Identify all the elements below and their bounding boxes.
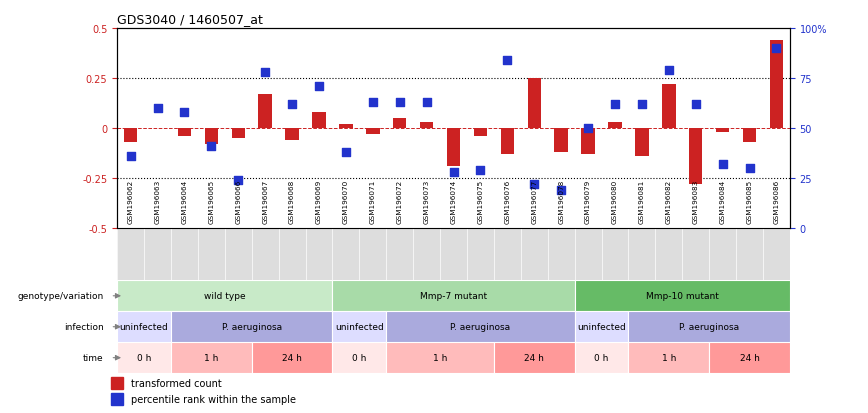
Point xyxy=(178,109,192,116)
Bar xyxy=(386,311,575,342)
Point xyxy=(339,149,352,156)
Bar xyxy=(716,128,729,133)
Bar xyxy=(205,128,218,145)
Bar xyxy=(662,85,675,128)
Text: Mmp-10 mutant: Mmp-10 mutant xyxy=(646,292,719,301)
Bar xyxy=(501,128,514,154)
Bar xyxy=(608,123,621,128)
Point xyxy=(393,100,407,106)
Point xyxy=(582,125,595,132)
Bar xyxy=(286,128,299,140)
Point xyxy=(635,102,648,108)
Point xyxy=(689,102,703,108)
Bar xyxy=(124,128,137,142)
Bar xyxy=(420,123,433,128)
Bar xyxy=(474,128,487,137)
Text: time: time xyxy=(83,354,104,362)
Point xyxy=(770,45,784,52)
Bar xyxy=(117,281,332,311)
Point xyxy=(528,181,542,188)
Point xyxy=(447,169,461,176)
Bar xyxy=(689,128,702,185)
Text: 1 h: 1 h xyxy=(204,354,219,362)
Bar xyxy=(171,311,332,342)
Bar xyxy=(332,311,386,342)
Bar xyxy=(178,128,191,137)
Bar xyxy=(770,41,783,128)
Bar xyxy=(635,128,648,157)
Bar xyxy=(628,311,790,342)
Point xyxy=(259,69,273,76)
Point xyxy=(285,102,299,108)
Text: transformed count: transformed count xyxy=(131,378,221,388)
Bar xyxy=(447,128,460,166)
Text: genotype/variation: genotype/variation xyxy=(17,292,104,301)
Bar xyxy=(575,342,628,373)
Text: 24 h: 24 h xyxy=(740,354,760,362)
Point xyxy=(231,177,246,184)
Bar xyxy=(259,95,272,128)
Bar xyxy=(743,128,756,142)
Text: 0 h: 0 h xyxy=(352,354,366,362)
Bar xyxy=(393,119,406,128)
Bar xyxy=(232,128,245,139)
Bar xyxy=(494,342,575,373)
Text: percentile rank within the sample: percentile rank within the sample xyxy=(131,394,296,404)
Bar xyxy=(117,342,171,373)
Text: 24 h: 24 h xyxy=(282,354,302,362)
Text: uninfected: uninfected xyxy=(335,323,384,331)
Text: 0 h: 0 h xyxy=(595,354,608,362)
Point xyxy=(366,100,380,106)
Text: 1 h: 1 h xyxy=(433,354,447,362)
Bar xyxy=(332,281,575,311)
Text: 1 h: 1 h xyxy=(661,354,676,362)
Text: 0 h: 0 h xyxy=(137,354,151,362)
Point xyxy=(151,105,165,112)
Text: Mmp-7 mutant: Mmp-7 mutant xyxy=(420,292,487,301)
Bar xyxy=(709,342,790,373)
Bar xyxy=(312,113,326,128)
Text: wild type: wild type xyxy=(204,292,246,301)
Text: uninfected: uninfected xyxy=(577,323,626,331)
Bar xyxy=(117,311,171,342)
Point xyxy=(555,187,569,194)
Text: infection: infection xyxy=(64,323,104,331)
Point xyxy=(205,143,219,150)
Bar xyxy=(528,79,541,128)
Point xyxy=(312,83,326,90)
Text: uninfected: uninfected xyxy=(120,323,168,331)
Bar xyxy=(628,342,709,373)
Bar xyxy=(575,311,628,342)
Bar xyxy=(171,342,252,373)
Point xyxy=(124,153,138,160)
Bar xyxy=(386,342,494,373)
Text: P. aeruginosa: P. aeruginosa xyxy=(450,323,510,331)
Bar xyxy=(366,128,379,135)
Bar xyxy=(339,125,352,128)
Point xyxy=(743,165,757,172)
Point xyxy=(715,161,729,168)
Point xyxy=(608,102,622,108)
Bar xyxy=(582,128,595,154)
Text: P. aeruginosa: P. aeruginosa xyxy=(679,323,740,331)
Text: P. aeruginosa: P. aeruginosa xyxy=(221,323,282,331)
Point xyxy=(662,67,676,74)
Point xyxy=(420,100,434,106)
Bar xyxy=(332,342,386,373)
Bar xyxy=(575,281,790,311)
Bar xyxy=(252,342,332,373)
Point xyxy=(474,167,488,174)
Text: GDS3040 / 1460507_at: GDS3040 / 1460507_at xyxy=(117,13,263,26)
Bar xyxy=(555,128,568,152)
Text: 24 h: 24 h xyxy=(524,354,544,362)
Point xyxy=(500,57,514,64)
